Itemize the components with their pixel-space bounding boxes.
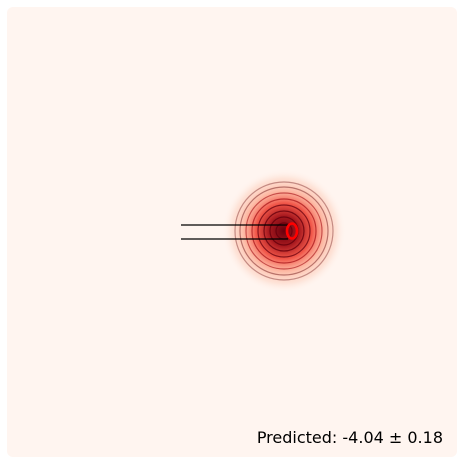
plot-frame: Predicted: -4.04 ± 0.18 [7, 7, 457, 457]
contour-rings [234, 181, 334, 281]
prediction-label: Predicted: -4.04 ± 0.18 [256, 428, 443, 447]
contour-ring-5 [257, 204, 311, 258]
prediction-marker [285, 222, 299, 240]
contour-ring-1 [234, 181, 334, 281]
contour-ring-4 [251, 198, 317, 264]
contour-ring-6 [263, 210, 305, 252]
contour-ring-2 [239, 186, 329, 276]
contour-ring-3 [245, 192, 323, 270]
density-plot [181, 169, 346, 293]
density-glow [222, 169, 346, 293]
